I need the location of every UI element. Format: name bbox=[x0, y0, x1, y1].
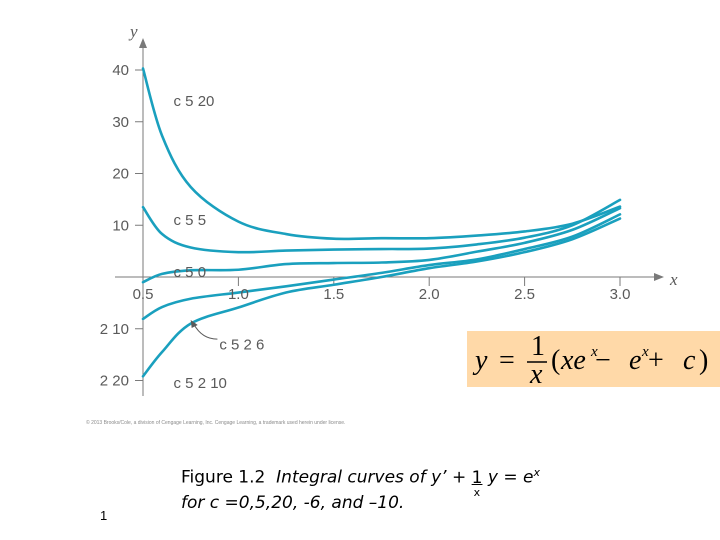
formula-c: c bbox=[683, 345, 696, 376]
page-number: 1 bbox=[100, 508, 108, 523]
caption-text-2: y = e bbox=[482, 467, 534, 488]
formula-numerator: 1 bbox=[531, 331, 545, 362]
solution-formula: y = 1 x ( xe x − e x + c ) bbox=[472, 331, 708, 387]
x-tick-label: 2.0 bbox=[419, 286, 440, 303]
formula-box: y = 1 x ( xe x − e x + c ) bbox=[467, 331, 720, 387]
y-tick-label: 2 20 bbox=[100, 373, 129, 390]
curve-labels: c 5 20 c 5 5 c 5 0 c 5 2 6 c 5 2 10 bbox=[174, 93, 265, 392]
x-tick-label: 1.5 bbox=[323, 286, 344, 303]
y-tick-label: 20 bbox=[112, 166, 129, 183]
x-tick-label: 3.0 bbox=[610, 286, 631, 303]
formula-open-paren: ( bbox=[551, 345, 560, 376]
caption-line-2: for c =0,5,20, -6, and –10. bbox=[181, 492, 405, 513]
formula-equals: = bbox=[499, 345, 515, 376]
caption-lead: Figure 1.2 bbox=[181, 467, 266, 488]
integral-curve bbox=[141, 198, 622, 254]
y-tick-label: 10 bbox=[112, 217, 129, 234]
x-axis-arrow bbox=[654, 273, 664, 281]
integral-curve bbox=[141, 217, 622, 378]
curve-label: c 5 5 bbox=[174, 212, 207, 229]
integral-curve bbox=[141, 206, 622, 284]
integral-curve bbox=[141, 67, 622, 241]
annotation-arrow-head bbox=[190, 319, 198, 328]
formula-xe: xe bbox=[560, 345, 586, 376]
x-tick-label: 2.5 bbox=[514, 286, 535, 303]
caption-exponent: x bbox=[533, 466, 540, 479]
formula-denominator: x bbox=[529, 359, 543, 387]
formula-exp-1: x bbox=[590, 344, 598, 360]
formula-e: e bbox=[629, 345, 641, 376]
y-tick-label: 40 bbox=[112, 62, 129, 79]
curves bbox=[141, 67, 622, 378]
copyright-notice: © 2013 Brooks/Cole, a division of Cengag… bbox=[86, 420, 346, 426]
curve-label: c 5 2 10 bbox=[174, 375, 227, 392]
caption-frac-num: 1 bbox=[471, 467, 483, 488]
x-tick-label: 0.5 bbox=[133, 286, 154, 303]
formula-close-paren: ) bbox=[699, 345, 708, 376]
caption-frac-den: x bbox=[473, 485, 481, 499]
y-axis-arrow bbox=[139, 38, 147, 48]
integral-curve bbox=[141, 213, 622, 321]
x-tick-label: 1.0 bbox=[228, 286, 249, 303]
formula-plus: + bbox=[648, 345, 664, 376]
curve-label: c 5 2 6 bbox=[219, 336, 264, 353]
formula-minus: − bbox=[595, 345, 611, 376]
annotation-arrow-line bbox=[193, 323, 218, 340]
y-axis-label: y bbox=[128, 22, 138, 41]
y-tick-label: 2 10 bbox=[100, 321, 129, 338]
caption-plus: + bbox=[446, 467, 472, 488]
curve-label: c 5 20 bbox=[174, 93, 215, 110]
x-axis-label: x bbox=[669, 270, 678, 289]
integral-curves-chart: 0.5 1.0 1.5 2.0 2.5 3.0 40 30 20 10 2 10 2 20 c 5 2… bbox=[100, 22, 678, 397]
caption-yprime: y’ bbox=[431, 467, 447, 488]
y-tick-label: 30 bbox=[112, 114, 129, 131]
formula-exp-2: x bbox=[641, 344, 649, 360]
curve-label: c 5 0 bbox=[174, 264, 207, 281]
caption-text: Integral curves of bbox=[276, 467, 432, 488]
tick-labels: 0.5 1.0 1.5 2.0 2.5 3.0 40 30 20 10 2 10 2 20 bbox=[100, 62, 631, 390]
formula-lhs: y bbox=[472, 345, 488, 376]
